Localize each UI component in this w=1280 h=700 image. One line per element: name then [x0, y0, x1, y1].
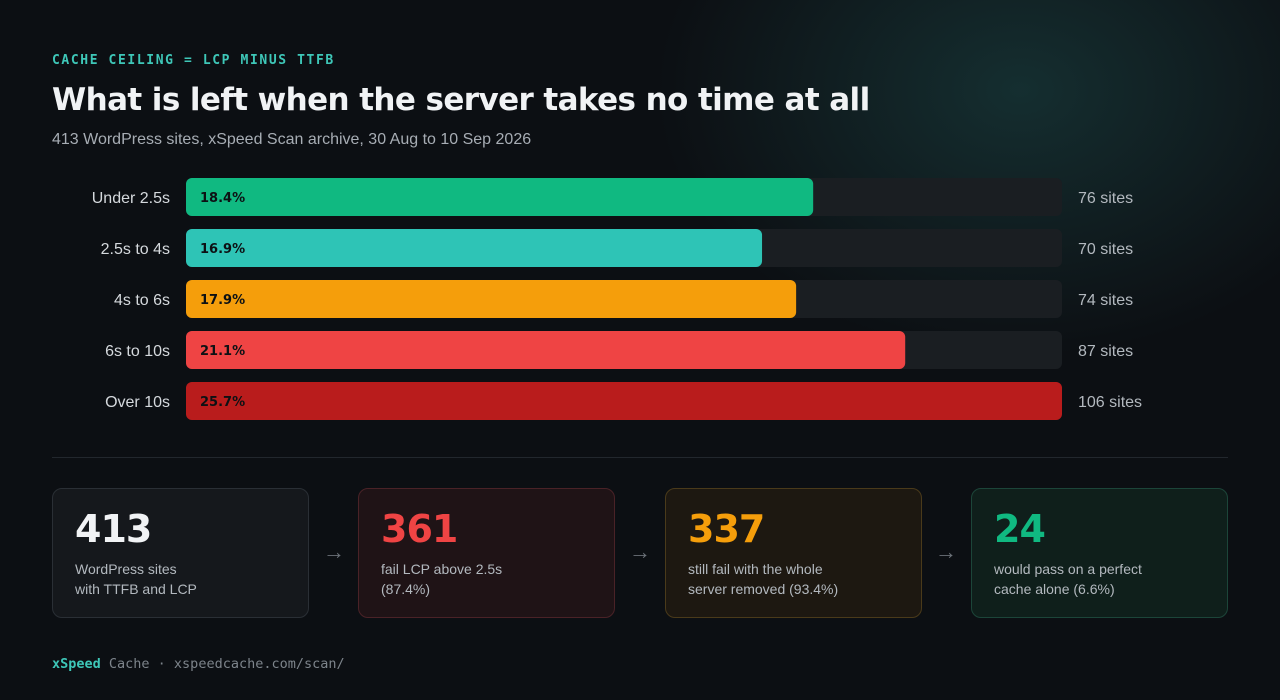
arrow-right-icon: →: [935, 539, 957, 564]
bar: [186, 280, 797, 318]
card-total-sites: 413 WordPress sites with TTFB and LCP: [52, 488, 309, 618]
value-label: 25.7%: [200, 395, 245, 410]
lcp-distribution-chart: Under 2.5s 18.4% 76 sites 2.5s to 4s 16.9% 70…: [92, 178, 1142, 420]
count-label: 87 sites: [1078, 343, 1133, 360]
card-value: 361: [381, 507, 458, 551]
card-description: would pass on a perfect cache alone (6.6%…: [994, 561, 1142, 597]
value-label: 17.9%: [200, 293, 245, 308]
count-label: 106 sites: [1078, 394, 1142, 411]
count-label: 76 sites: [1078, 190, 1133, 207]
card-value: 413: [75, 507, 152, 551]
card-description: WordPress sites with TTFB and LCP: [75, 561, 197, 597]
card-fail-lcp: 361 fail LCP above 2.5s (87.4%): [358, 488, 615, 618]
category-label: 6s to 10s: [105, 343, 170, 360]
category-label: 4s to 6s: [114, 292, 170, 309]
bar: [186, 382, 1062, 420]
footer-brand: xSpeed: [52, 656, 101, 672]
category-label: 2.5s to 4s: [101, 241, 170, 258]
category-label: Over 10s: [105, 394, 170, 411]
page-subtitle: 413 WordPress sites, xSpeed Scan archive…: [52, 131, 532, 148]
bar: [186, 178, 814, 216]
footer-credit: xSpeed Cache · xspeedcache.com/scan/: [52, 656, 345, 672]
card-description: still fail with the whole server removed …: [688, 561, 839, 597]
arrow-right-icon: →: [323, 539, 345, 564]
card-still-fail: 337 still fail with the whole server remo…: [665, 488, 922, 618]
bar: [186, 331, 906, 369]
page-title: What is left when the server takes no ti…: [52, 82, 870, 118]
card-value: 337: [688, 507, 765, 551]
bar: [186, 229, 763, 267]
value-label: 21.1%: [200, 344, 245, 359]
card-would-pass: 24 would pass on a perfect cache alone (6…: [971, 488, 1228, 618]
card-description: fail LCP above 2.5s (87.4%): [381, 561, 503, 597]
card-value: 24: [994, 507, 1046, 551]
count-label: 74 sites: [1078, 292, 1133, 309]
value-label: 18.4%: [200, 191, 245, 206]
arrow-right-icon: →: [629, 539, 651, 564]
count-label: 70 sites: [1078, 241, 1133, 258]
footer-text: Cache · xspeedcache.com/scan/: [100, 656, 345, 672]
category-label: Under 2.5s: [92, 190, 170, 207]
eyebrow-label: CACHE CEILING = LCP MINUS TTFB: [52, 53, 335, 68]
divider: [52, 457, 1228, 458]
value-label: 16.9%: [200, 242, 245, 257]
